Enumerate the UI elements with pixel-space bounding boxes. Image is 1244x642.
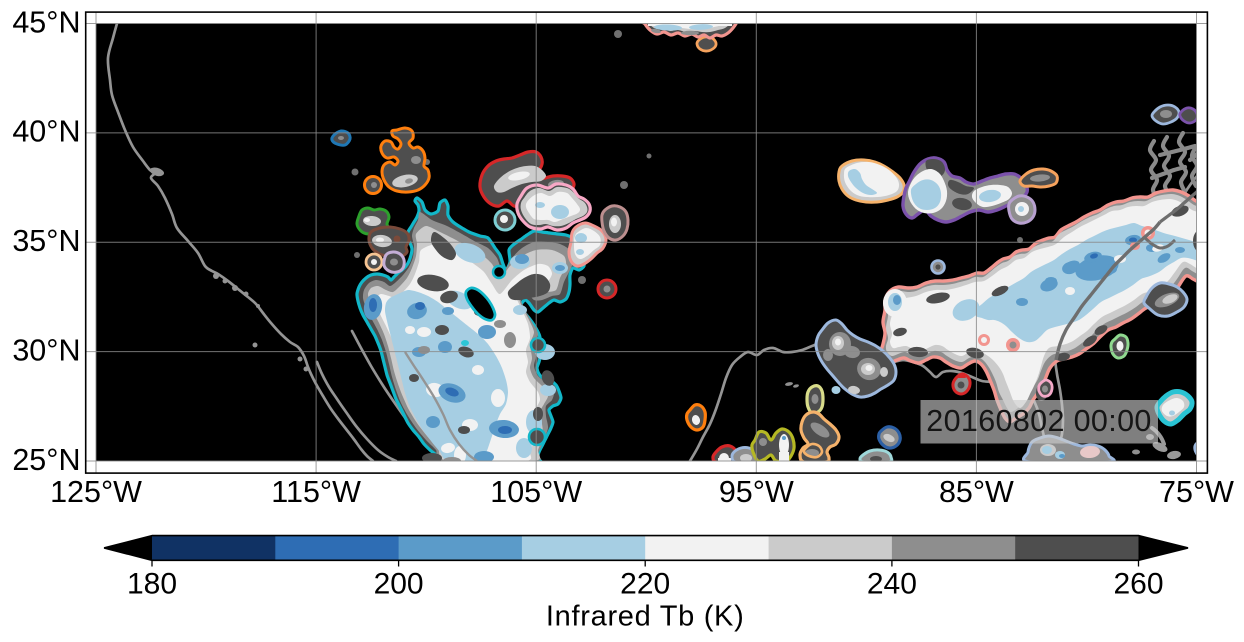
svg-text:95°W: 95°W — [719, 475, 794, 509]
svg-text:75°W: 75°W — [1159, 475, 1234, 509]
svg-text:260: 260 — [1113, 568, 1163, 601]
svg-text:20160802 00:00: 20160802 00:00 — [926, 404, 1151, 438]
svg-text:25°N: 25°N — [12, 443, 80, 477]
svg-text:125°W: 125°W — [50, 475, 142, 509]
svg-text:30°N: 30°N — [12, 333, 80, 367]
svg-text:85°W: 85°W — [939, 475, 1014, 509]
svg-text:240: 240 — [867, 568, 917, 601]
svg-text:220: 220 — [620, 568, 670, 601]
svg-text:35°N: 35°N — [12, 224, 80, 258]
svg-text:180: 180 — [127, 568, 177, 601]
svg-text:45°N: 45°N — [12, 5, 80, 39]
svg-text:105°W: 105°W — [490, 475, 582, 509]
svg-text:115°W: 115°W — [271, 475, 361, 509]
svg-text:200: 200 — [374, 568, 424, 601]
svg-text:40°N: 40°N — [12, 115, 80, 149]
svg-text:Infrared Tb (K): Infrared Tb (K) — [546, 601, 745, 633]
